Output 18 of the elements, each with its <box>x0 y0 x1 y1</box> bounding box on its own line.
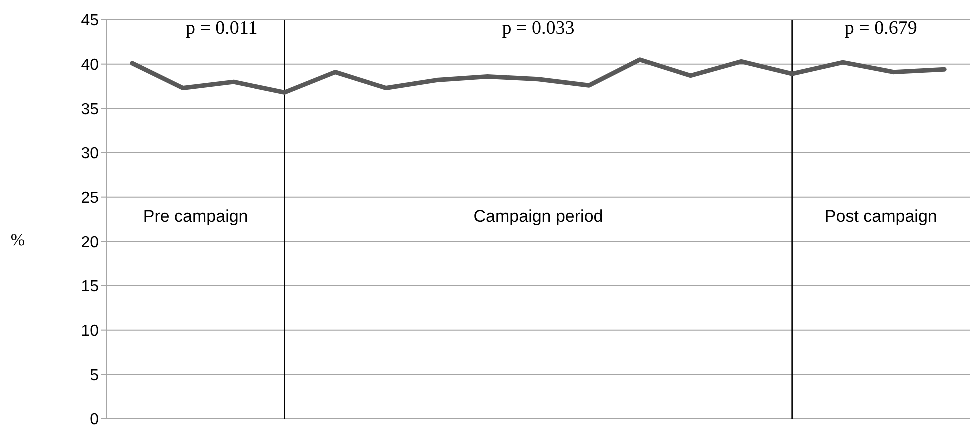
annotation: p = 0.033 <box>501 18 576 40</box>
y-tick-label: 5 <box>90 367 100 384</box>
y-tick-label: 20 <box>81 234 100 252</box>
y-tick-label: 30 <box>81 146 100 163</box>
y-tick-label: 35 <box>81 101 100 118</box>
line-series <box>130 58 947 95</box>
y-tick-label: 15 <box>81 278 100 296</box>
annotation: p = 0.679 <box>844 18 918 40</box>
annotation: p = 0.011 <box>184 18 259 40</box>
y-tick-label: 0 <box>90 412 100 427</box>
y-tick-label: 40 <box>81 57 100 74</box>
annotation: Campaign period <box>472 206 604 228</box>
annotation: Pre campaign <box>142 206 250 228</box>
y-tick-label: 10 <box>81 323 100 340</box>
y-axis-title: % <box>10 230 26 250</box>
y-tick-label: 25 <box>81 190 100 208</box>
y-tick-label: 45 <box>81 12 100 30</box>
annotation: Post campaign <box>824 206 938 228</box>
